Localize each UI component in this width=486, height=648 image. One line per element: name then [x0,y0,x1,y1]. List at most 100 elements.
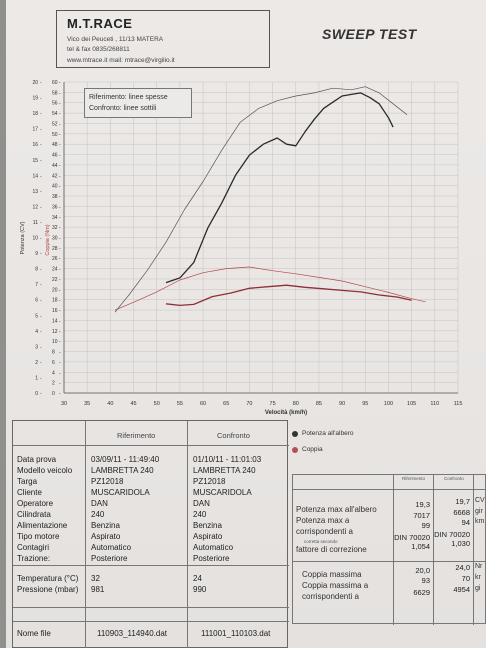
info-row-ref: Automatico [91,543,132,552]
y-left-tick-label: 0 [35,391,38,397]
company-web: www.mtrace.it mail: mtrace@virgilio.it [67,57,175,64]
y-left-tick-label: 10 [32,236,38,242]
y-left-tick-label: 13 [32,189,38,195]
y-right-tick-label: 28 [52,246,58,252]
correction-factor-label: fattore di correzione [296,545,367,554]
y-right-tick-mark: - [59,298,61,304]
test-info-table: Riferimento Confronto Data prova 03/09/11… [12,420,289,648]
info-row-cmp: Aspirato [193,532,223,541]
x-tick-label: 110 [430,401,439,407]
info-row-label: Cliente [17,488,42,497]
y-left-tick-mark: - [40,204,42,210]
x-tick-label: 30 [61,401,67,407]
ref-kmh: 99 [421,521,430,530]
x-tick-label: 60 [200,401,206,407]
cmp-din: DIN 70020 [434,530,470,539]
line-style-legend: Riferimento: linee spesse Confronto: lin… [84,88,192,118]
x-tick-label: 40 [107,401,113,407]
report-title: SWEEP TEST [322,26,417,42]
y-left-tick-mark: - [40,142,42,148]
y-right-tick-label: 54 [52,111,58,117]
y-right-tick-mark: - [59,391,61,397]
y-right-tick-mark: - [59,163,61,169]
y-right-tick-label: 26 [52,256,58,262]
y-right-tick-mark: - [59,121,61,127]
x-axis-label: Velocità (km/h) [265,410,307,416]
y-right-tick-label: 60 [52,80,58,86]
y-left-tick-label: 16 [32,142,38,148]
cmp-torque: 24,0 [455,563,470,572]
y-right-tick-label: 24 [52,267,58,273]
ref-factor: 1,054 [411,542,430,551]
y-right-tick-mark: - [59,318,61,324]
torque-curve-compare [114,266,426,311]
unit-torque-kmh: kr [475,574,481,581]
ref-power: 19,3 [415,500,430,509]
y-right-tick-mark: - [59,360,61,366]
ref-torque-rpm: 6629 [413,588,430,597]
y-right-tick-label: 22 [52,277,58,283]
y-right-tick-mark: - [59,277,61,283]
x-tick-label: 70 [246,401,252,407]
x-tick-label: 85 [316,401,322,407]
y-right-tick-label: 2 [52,381,55,387]
y-right-tick-mark: - [59,370,61,376]
info-row-ref: 03/09/11 - 11:49:40 [91,455,160,464]
y-left-tick-mark: - [40,236,42,242]
torque-at2-label: corrispondenti a [302,592,359,601]
filename-label: Nome file [17,629,51,638]
temp-label: Temperatura (°C) [17,574,79,583]
ref-torque-kmh: 93 [421,576,430,585]
info-row-label: Alimentazione [17,521,68,530]
power-max-label: Potenza max all'albero [296,505,377,514]
y-right-tick-mark: - [59,246,61,252]
y-left-tick-mark: - [40,329,42,335]
y-right-tick-mark: - [59,90,61,96]
y-left-tick-label: 8 [35,267,38,273]
unit-power: CV [475,497,485,504]
x-tick-label: 50 [154,401,160,407]
results-head-ref: Riferimento [402,476,426,481]
y-right-tick-mark: - [59,381,61,387]
cmp-power: 19,7 [455,497,470,506]
x-tick-label: 95 [362,401,368,407]
y-left-tick-mark: - [40,391,42,397]
info-row-label: Cilindrata [17,510,51,519]
ref-torque: 20,0 [415,566,430,575]
power-at-label: Potenza max a [296,516,350,525]
cmp-factor: 1,030 [451,539,470,548]
y-right-tick-label: 50 [52,132,58,138]
y-right-tick-label: 44 [52,163,58,169]
y-right-tick-mark: - [59,225,61,231]
pressure-cmp: 990 [193,585,207,594]
y-right-tick-label: 18 [52,298,58,304]
info-row-cmp: PZ12018 [193,477,226,486]
ref-rpm: 7017 [413,511,430,520]
info-row-ref: MUSCARIDOLA [91,488,150,497]
y-right-tick-label: 34 [52,215,58,221]
y-left-tick-mark: - [40,344,42,350]
y-left-tick-mark: - [40,127,42,133]
sweep-chart: 30 35 40 45 50 55 60 65 70 75 80 85 90 95 100 105 110 115… [20,80,462,416]
y-right-tick-mark: - [59,80,61,86]
y-right-tick-label: 14 [52,318,58,324]
info-row-cmp: Benzina [193,521,222,530]
x-tick-label: 75 [270,401,276,407]
y-right-axis-label: Coppia (Nm) [45,224,51,255]
torque-curve-reference [165,284,412,307]
y-right-tick-mark: - [59,153,61,159]
unit-torque-rpm: gi [475,585,481,592]
company-header-box: M.T.RACE Vico dei Peuceti , 11/13 MATERA… [56,10,270,68]
y-right-tick-mark: - [59,111,61,117]
col-header-reference: Riferimento [117,431,156,440]
pressure-label: Pressione (mbar) [17,585,79,594]
y-right-tick-mark: - [59,194,61,200]
info-row-cmp: 240 [193,510,207,519]
y-left-tick-label: 15 [32,158,38,164]
y-right-tick-mark: - [59,256,61,262]
info-row-label: Operatore [17,499,54,508]
y-right-tick-mark: - [59,350,61,356]
info-row-ref: PZ12018 [91,477,124,486]
info-row-label: Trazione: [17,554,51,563]
cmp-rpm: 6668 [453,508,470,517]
